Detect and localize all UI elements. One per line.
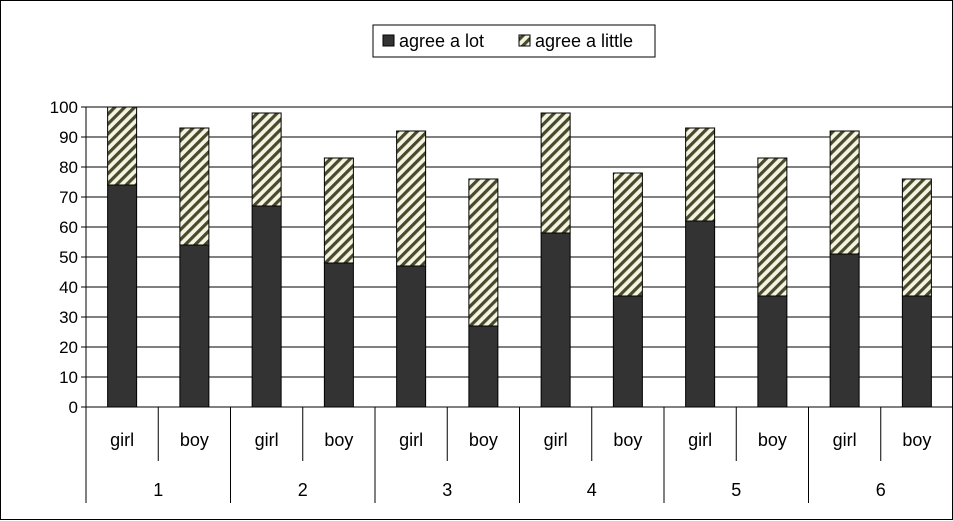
legend: agree a lot agree a little	[372, 24, 656, 58]
category-label: boy	[613, 430, 642, 450]
y-tick-label: 90	[59, 128, 78, 147]
group-label: 4	[587, 480, 597, 500]
bar-agree-a-lot	[396, 265, 427, 408]
y-axis: 0 10 20 30 40 50 60 70 80 90 100	[50, 98, 87, 417]
bar-agree-a-little	[323, 157, 354, 264]
group-label: 2	[298, 480, 308, 500]
x-axis: girl boy girl boy girl boy girl boy girl boy girl b…	[85, 406, 953, 503]
bar-agree-a-lot	[468, 325, 499, 408]
y-tick-label: 20	[59, 338, 78, 357]
y-tick-label: 100	[50, 98, 78, 117]
bar-agree-a-little	[612, 172, 643, 297]
y-tick-label: 50	[59, 248, 78, 267]
group-label: 3	[442, 480, 452, 500]
y-tick-label: 30	[59, 308, 78, 327]
legend-box	[372, 24, 656, 58]
category-label: boy	[758, 430, 787, 450]
y-tick-label: 0	[69, 398, 78, 417]
legend-label: agree a little	[535, 31, 633, 51]
y-tick-label: 10	[59, 368, 78, 387]
group-label: 6	[876, 480, 886, 500]
y-tick-label: 80	[59, 158, 78, 177]
bar-agree-a-lot	[323, 262, 354, 408]
category-label: girl	[255, 430, 279, 450]
bar-agree-a-little	[829, 130, 860, 255]
bar-agree-a-little	[901, 178, 932, 297]
bar-agree-a-lot	[612, 295, 643, 408]
legend-label: agree a lot	[399, 31, 484, 51]
bar-agree-a-little	[757, 157, 788, 297]
bar-agree-a-lot	[757, 295, 788, 408]
bar-agree-a-lot	[829, 253, 860, 408]
category-label: girl	[833, 430, 857, 450]
gridlines	[86, 106, 953, 378]
group-label: 5	[731, 480, 741, 500]
bars	[107, 106, 932, 408]
category-label: boy	[324, 430, 353, 450]
bar-agree-a-little	[396, 130, 427, 267]
legend-swatch-agree-a-little	[518, 34, 531, 47]
bar-agree-a-lot	[251, 205, 282, 408]
category-label: girl	[544, 430, 568, 450]
y-tick-label: 60	[59, 218, 78, 237]
category-label: boy	[902, 430, 931, 450]
category-label: girl	[110, 430, 134, 450]
y-tick-label: 70	[59, 188, 78, 207]
bar-agree-a-lot	[901, 295, 932, 408]
category-label: girl	[399, 430, 423, 450]
legend-swatch-agree-a-lot	[382, 34, 395, 47]
bar-agree-a-lot	[685, 220, 716, 408]
category-label: boy	[180, 430, 209, 450]
category-label: girl	[688, 430, 712, 450]
category-label: boy	[469, 430, 498, 450]
bar-agree-a-little	[179, 127, 210, 246]
bar-agree-a-little	[107, 106, 138, 186]
bar-agree-a-little	[468, 178, 499, 327]
bar-agree-a-little	[251, 112, 282, 207]
group-label: 1	[153, 480, 163, 500]
bar-agree-a-lot	[179, 244, 210, 408]
bar-agree-a-little	[685, 127, 716, 222]
y-tick-label: 40	[59, 278, 78, 297]
bar-agree-a-lot	[540, 232, 571, 408]
bar-agree-a-lot	[107, 184, 138, 408]
bar-agree-a-little	[540, 112, 571, 234]
